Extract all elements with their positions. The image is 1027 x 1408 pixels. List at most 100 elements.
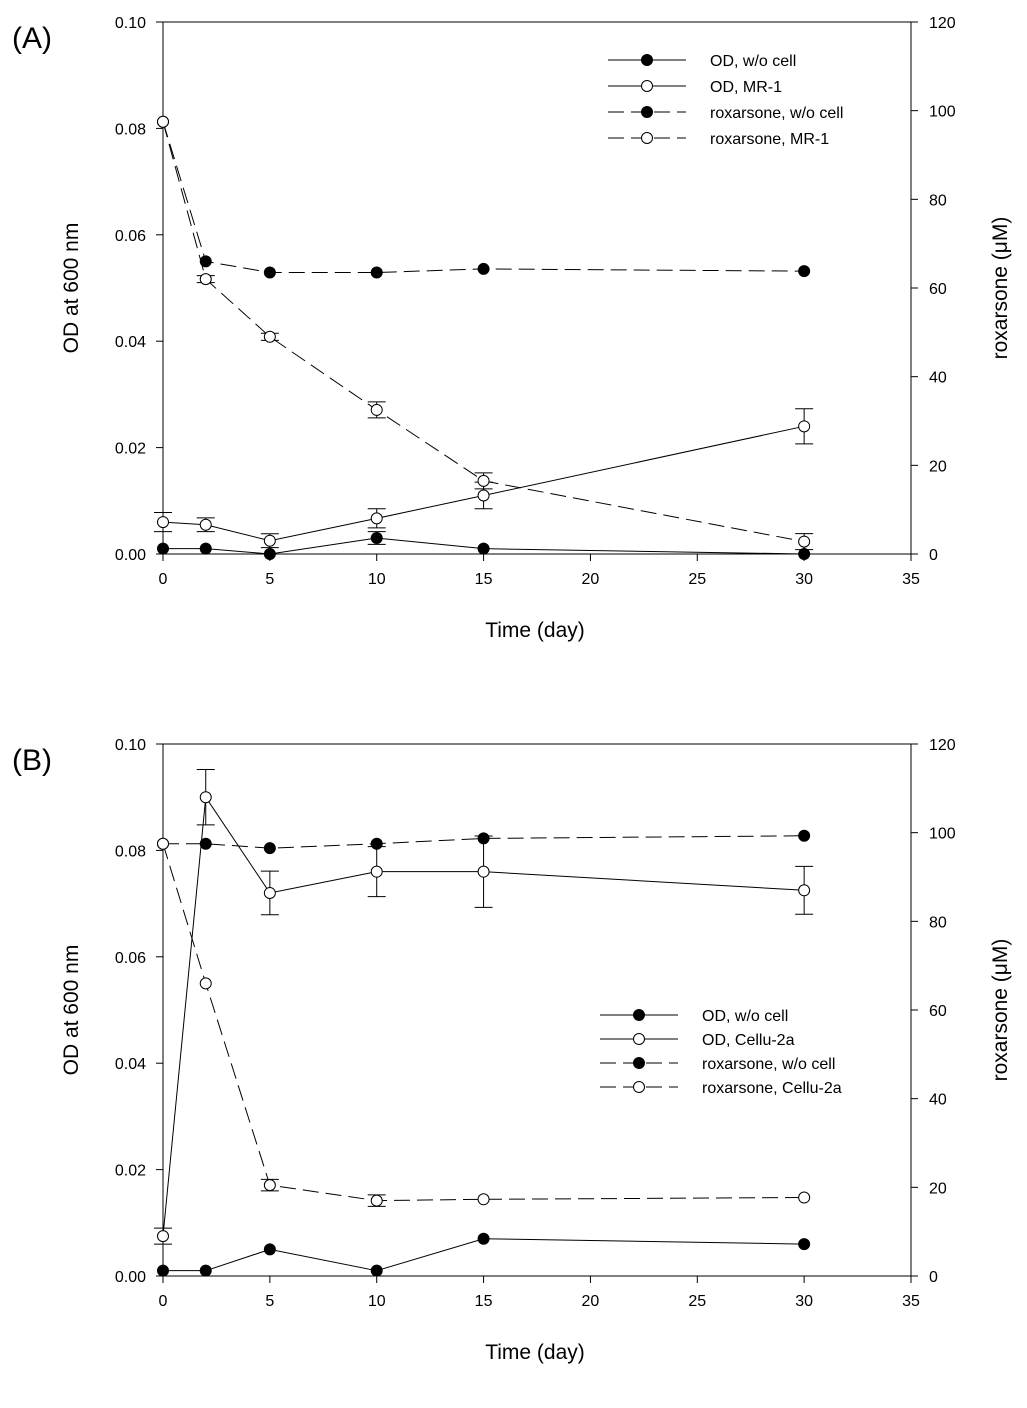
series-4 (157, 115, 814, 551)
x-tick-label: 20 (582, 571, 600, 588)
data-point (798, 1191, 811, 1204)
x-tick-label: 10 (368, 571, 386, 588)
y-left-tick-label: 0.08 (115, 843, 146, 860)
x-axis-title: Time (day) (485, 619, 585, 642)
y-right-tick-label: 120 (929, 15, 956, 32)
y-right-tick-label: 40 (929, 370, 947, 387)
legend-marker (641, 80, 653, 92)
data-point (199, 1264, 212, 1277)
series-1 (157, 1232, 811, 1277)
series-2 (154, 408, 814, 549)
data-point (263, 886, 276, 899)
data-point (798, 265, 811, 278)
x-tick-label: 35 (902, 1293, 920, 1310)
x-tick-label: 25 (688, 1293, 706, 1310)
y-right-tick-label: 100 (929, 826, 956, 843)
panel-a: (A) 0 5 10 15 20 25 30 35 0.00 0.02 0.04 0.06 0.08 0.1… (0, 0, 1027, 686)
y-right-axis-title: roxarsone (μM) (989, 217, 1012, 360)
x-tick-label: 15 (475, 1293, 493, 1310)
x-tick-label: 10 (368, 1293, 386, 1310)
data-point (370, 266, 383, 279)
data-point (199, 542, 212, 555)
series-2 (154, 769, 814, 1245)
data-point (798, 535, 811, 548)
y-left-tick-label: 0.00 (115, 1269, 146, 1286)
y-left-tick-label: 0.06 (115, 228, 146, 245)
y-right-tick-label: 0 (929, 1269, 938, 1286)
y-right-tick-label: 100 (929, 104, 956, 121)
y-left-tick-label: 0.02 (115, 441, 146, 458)
chart-b: (B) 0 5 10 15 20 25 30 35 0.00 0.02 0.04 0.06 0.08 0.1… (12, 737, 1012, 1364)
legend-marker (641, 54, 653, 66)
data-point (199, 273, 212, 286)
series-line (162, 843, 805, 1202)
series-4 (157, 837, 811, 1207)
series-1 (157, 531, 811, 560)
data-point (157, 115, 169, 128)
panel-b: (B) 0 5 10 15 20 25 30 35 0.00 0.02 0.04 0.06 0.08 0.1… (0, 722, 1027, 1408)
data-point (477, 1232, 490, 1245)
x-tick-label: 20 (582, 1293, 600, 1310)
data-point (798, 829, 811, 842)
legend-marker (633, 1009, 645, 1021)
legend-label: OD, w/o cell (710, 53, 796, 70)
panel-label: (A) (12, 22, 52, 55)
x-tick-label: 35 (902, 571, 920, 588)
legend-marker (633, 1081, 645, 1093)
legend: OD, w/o cell OD, Cellu-2a roxarsone, w/o c… (600, 1008, 842, 1097)
y-right-tick-label: 20 (929, 1180, 947, 1197)
legend-label: OD, MR-1 (710, 79, 782, 96)
x-tick-label: 5 (265, 571, 274, 588)
y-left-axis-title: OD at 600 nm (60, 223, 83, 354)
y-left-tick-label: 0.02 (115, 1163, 146, 1180)
data-point (798, 1238, 811, 1251)
legend-marker (633, 1057, 645, 1069)
series-line (162, 121, 805, 273)
legend-marker (641, 106, 653, 118)
y-left-tick-label: 0.00 (115, 547, 146, 564)
y-right-tick-label: 120 (929, 737, 956, 754)
x-tick-label: 30 (795, 571, 813, 588)
y-right-tick-label: 60 (929, 1003, 947, 1020)
x-tick-label: 5 (265, 1293, 274, 1310)
data-point (199, 977, 212, 990)
legend-label: roxarsone, w/o cell (710, 105, 843, 122)
series-line (163, 835, 805, 849)
data-point (199, 791, 212, 804)
data-point (477, 474, 490, 487)
data-point (263, 330, 276, 343)
y-right-tick-label: 40 (929, 1092, 947, 1109)
data-point (477, 865, 490, 878)
panel-label: (B) (12, 744, 52, 777)
legend-marker (641, 132, 653, 144)
data-point (370, 837, 383, 850)
data-point (477, 262, 490, 275)
y-right-tick-label: 80 (929, 914, 947, 931)
x-axis-title: Time (day) (485, 1341, 585, 1364)
data-point (370, 532, 383, 545)
data-point (477, 1193, 490, 1206)
data-point (370, 1264, 383, 1277)
y-left-tick-label: 0.10 (115, 15, 146, 32)
x-tick-label: 0 (159, 571, 168, 588)
y-left-tick-label: 0.04 (115, 1056, 146, 1073)
data-point (263, 548, 276, 560)
series-line (163, 1238, 805, 1272)
data-point (157, 837, 169, 850)
data-point (798, 548, 811, 560)
y-left-tick-label: 0.10 (115, 737, 146, 754)
y-right-tick-label: 80 (929, 192, 947, 209)
data-point (157, 542, 169, 555)
data-point (477, 489, 490, 502)
data-point (157, 516, 169, 529)
series-line (162, 121, 805, 543)
x-tick-label: 25 (688, 571, 706, 588)
x-tick-label: 0 (159, 1293, 168, 1310)
y-right-tick-label: 60 (929, 281, 947, 298)
data-point (263, 842, 276, 855)
y-left-axis-title: OD at 600 nm (60, 945, 83, 1076)
legend-label: OD, w/o cell (702, 1008, 788, 1025)
data-point (263, 1243, 276, 1256)
y-right-axis-title: roxarsone (μM) (989, 939, 1012, 1082)
legend-label: roxarsone, Cellu-2a (702, 1080, 842, 1097)
